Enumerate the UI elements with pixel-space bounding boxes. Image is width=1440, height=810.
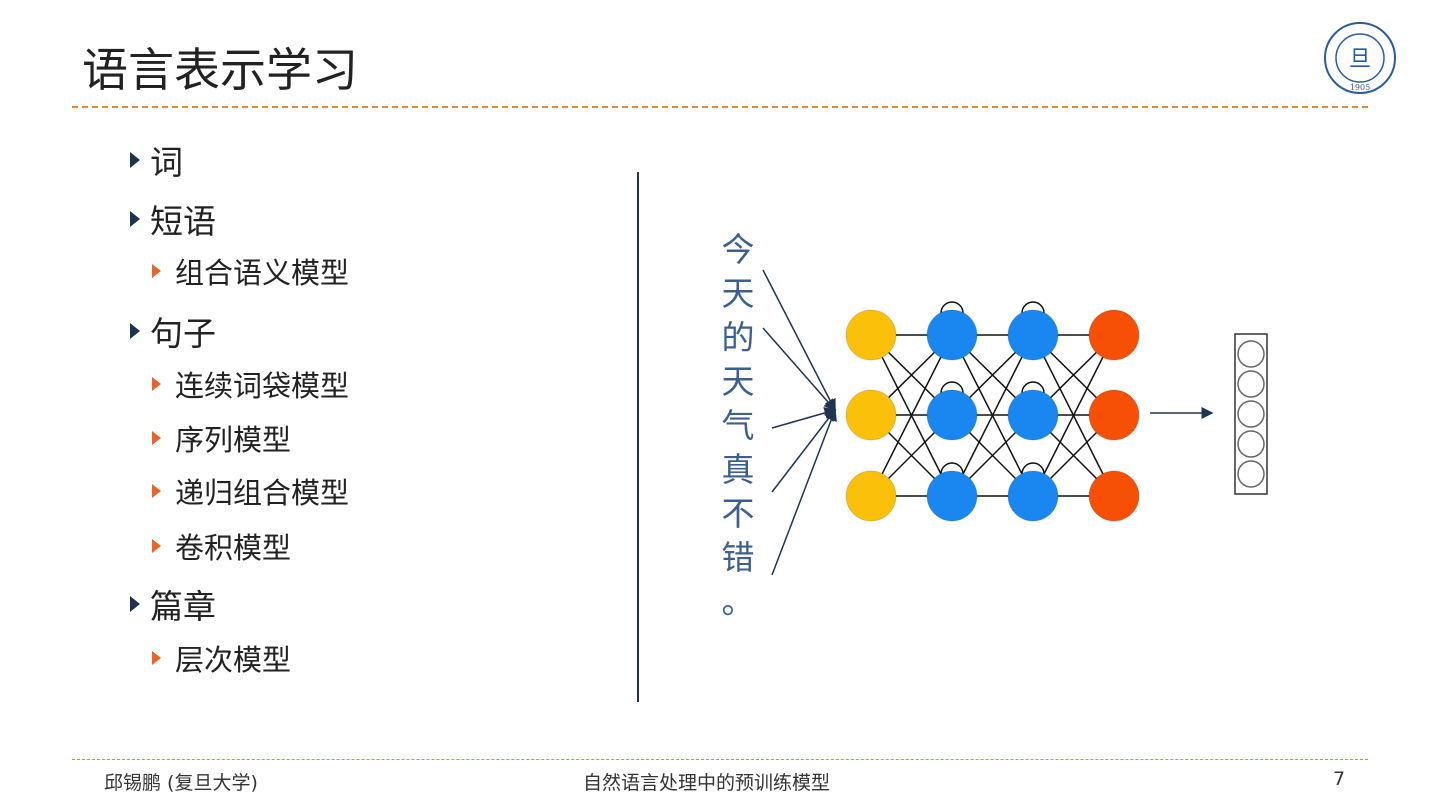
output-vector-box <box>1234 333 1268 495</box>
outline-item: 序列模型 <box>152 417 291 459</box>
outline-item: 篇章 <box>130 580 216 628</box>
outline-item-text: 层次模型 <box>175 643 292 677</box>
outline-item: 句子 <box>130 307 216 355</box>
network-node <box>1088 309 1140 361</box>
bullet-triangle-icon <box>130 323 140 339</box>
output-vector-cell <box>1237 370 1265 398</box>
input-char: 气 <box>721 406 755 445</box>
network-node <box>1007 389 1059 441</box>
network-node <box>845 389 897 441</box>
input-char: 天 <box>721 274 755 313</box>
svg-text:1905: 1905 <box>1350 83 1370 92</box>
page-number: 7 <box>1333 768 1346 790</box>
outline-item-text: 序列模型 <box>175 423 292 457</box>
bullet-triangle-icon <box>130 152 140 168</box>
input-arrow <box>771 407 837 429</box>
input-char: 。 <box>721 582 755 621</box>
outline-item-text: 组合语义模型 <box>175 256 350 290</box>
outline-item: 连续词袋模型 <box>152 363 349 405</box>
connection-line <box>870 334 953 497</box>
outline-item-text: 递归组合模型 <box>175 476 350 510</box>
network-node <box>1088 470 1140 522</box>
outline-item-text: 卷积模型 <box>175 531 292 565</box>
outline-item: 词 <box>130 136 183 184</box>
network-node <box>1007 470 1059 522</box>
fudan-logo: 旦 1905 <box>1322 20 1398 100</box>
recurrent-loop <box>940 301 964 314</box>
outline-item-text: 句子 <box>150 314 216 353</box>
network-node <box>926 389 978 441</box>
bullet-triangle-icon <box>152 264 161 278</box>
recurrent-loop <box>1021 381 1045 394</box>
column-divider <box>637 172 639 702</box>
bullet-triangle-icon <box>130 596 140 612</box>
bullet-triangle-icon <box>152 539 161 553</box>
input-sentence: 今天的天气真不错。 <box>718 228 758 624</box>
footer-course: 自然语言处理中的预训练模型 <box>583 772 831 794</box>
connection-line <box>1032 334 1115 497</box>
outline-item: 短语 <box>130 195 216 243</box>
connection-line <box>951 334 1034 497</box>
network-node <box>845 470 897 522</box>
input-arrow <box>762 269 836 412</box>
svg-text:旦: 旦 <box>1349 47 1371 72</box>
title-divider <box>72 106 1368 108</box>
outline-item-text: 短语 <box>150 202 216 241</box>
footer-divider <box>72 759 1368 760</box>
input-arrow <box>771 408 836 493</box>
bullet-triangle-icon <box>152 484 161 498</box>
footer-author: 邱锡鹏 (复旦大学) <box>104 772 258 794</box>
input-char: 今 <box>721 230 755 269</box>
output-vector-cell <box>1237 430 1265 458</box>
input-arrow <box>762 327 836 412</box>
slide-title: 语言表示学习 <box>82 43 358 97</box>
bullet-triangle-icon <box>152 431 161 445</box>
output-vector-cell <box>1237 400 1265 428</box>
bullet-triangle-icon <box>130 211 140 227</box>
input-char: 真 <box>721 450 755 489</box>
input-char: 天 <box>721 362 755 401</box>
outline-item-text: 篇章 <box>150 587 216 626</box>
outline-item: 组合语义模型 <box>152 250 349 292</box>
recurrent-loop <box>1021 301 1045 314</box>
network-node <box>926 309 978 361</box>
network-node <box>1088 389 1140 441</box>
network-node <box>1007 309 1059 361</box>
bullet-triangle-icon <box>152 377 161 391</box>
output-vector-cell <box>1237 460 1265 488</box>
outline-item-text: 连续词袋模型 <box>175 369 350 403</box>
recurrent-loop <box>1021 462 1045 475</box>
outline-item-text: 词 <box>150 143 183 182</box>
recurrent-loop <box>940 462 964 475</box>
network-node <box>845 309 897 361</box>
bullet-triangle-icon <box>152 651 161 665</box>
input-char: 错 <box>721 538 755 577</box>
input-arrow <box>771 408 837 576</box>
input-char: 不 <box>721 494 755 533</box>
outline-item: 层次模型 <box>152 637 291 679</box>
output-vector-cell <box>1237 340 1265 368</box>
network-node <box>926 470 978 522</box>
recurrent-loop <box>940 381 964 394</box>
input-char: 的 <box>721 318 755 357</box>
outline-item: 递归组合模型 <box>152 470 349 512</box>
outline-item: 卷积模型 <box>152 525 291 567</box>
